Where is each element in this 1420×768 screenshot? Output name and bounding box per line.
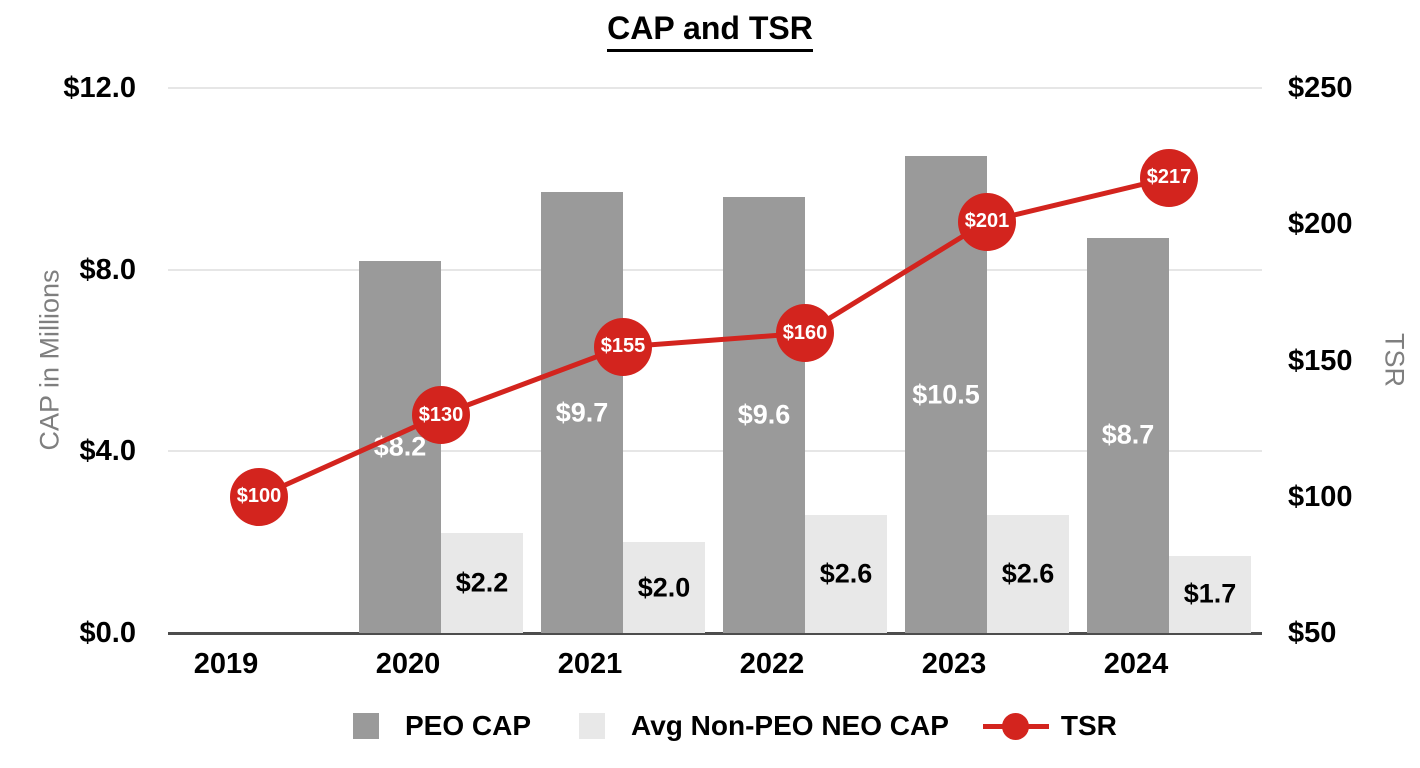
tsr-marker-value-label: $130 [418,403,464,426]
avg-neo-cap-swatch-icon [579,713,606,739]
legend-label-peo-cap: PEO CAP [405,710,532,741]
peo-cap-bar [1087,237,1169,633]
chart-title: CAP and TSR [607,10,813,52]
left-axis-title: CAP in Millions [34,269,65,451]
avg-neo-cap-bar [441,533,523,633]
avg-neo-cap-bar-value-label: $2.2 [455,567,509,598]
gridline [168,268,1262,271]
left-axis-tick-label: $8.0 [79,253,136,286]
peo-cap-bar-value-label: $9.7 [555,397,609,428]
avg-neo-cap-bar-value-label: $2.6 [1001,558,1055,589]
right-axis-tick-label: $150 [1288,344,1353,377]
legend-label-tsr: TSR [1060,710,1117,741]
peo-cap-bar [541,192,623,633]
legend-label-avg-neo-cap: Avg Non-PEO NEO CAP [631,710,949,741]
tsr-line [257,175,1170,500]
legend-item-tsr: TSR [982,710,1117,742]
x-axis-tick-label: 2019 [193,648,259,680]
x-axis-tick-label: 2021 [557,648,623,680]
peo-cap-bar [723,197,805,633]
right-axis-tick-label: $200 [1288,208,1353,241]
avg-neo-cap-bar [805,514,887,633]
tsr-marker-value-label: $201 [964,210,1010,233]
tsr-line-marker-icon [982,711,1049,741]
avg-neo-cap-bar-value-label: $1.7 [1183,578,1237,609]
legend-item-avg-neo-cap: Avg Non-PEO NEO CAP [579,710,949,742]
x-axis-tick-label: 2022 [739,648,805,680]
legend-item-peo-cap: PEO CAP [353,710,531,742]
tsr-marker-value-label: $100 [236,485,282,508]
tsr-marker: $155 [594,317,652,376]
left-axis-tick-label: $12.0 [63,72,136,104]
avg-neo-cap-bar [623,542,705,633]
tsr-marker: $130 [412,386,470,444]
peo-cap-bar-value-label: $10.5 [912,379,980,410]
tsr-marker: $100 [230,467,288,526]
x-axis-tick-label: 2020 [375,648,441,680]
gridline [168,450,1262,453]
gridline [168,87,1262,89]
tsr-marker: $160 [776,304,834,363]
tsr-marker-value-label: $155 [600,335,646,358]
peo-cap-swatch-icon [353,713,379,739]
right-axis-title: TSR [1379,333,1410,387]
tsr-marker-value-label: $160 [782,321,828,344]
avg-neo-cap-bar-value-label: $2.6 [819,558,873,589]
tsr-marker: $217 [1140,148,1198,207]
x-axis-tick-label: 2023 [921,648,987,680]
tsr-marker-value-label: $217 [1146,166,1192,189]
x-axis-line [168,631,1262,635]
chart-title-row: CAP and TSR [0,10,1420,52]
peo-cap-bar-value-label: $8.2 [373,431,427,462]
peo-cap-bar-value-label: $9.6 [737,399,791,430]
right-axis-tick-label: $50 [1288,617,1337,649]
right-axis-tick-label: $250 [1288,72,1353,104]
left-axis-tick-label: $0.0 [79,617,136,649]
tsr-polyline [257,175,1170,500]
right-axis-tick-label: $100 [1288,480,1353,513]
x-axis-tick-label: 2024 [1103,648,1169,680]
avg-neo-cap-bar [1169,555,1251,633]
legend: PEO CAP Avg Non-PEO NEO CAP TSR [353,710,1117,742]
tsr-marker: $201 [958,192,1016,251]
avg-neo-cap-bar-value-label: $2.0 [637,572,691,603]
avg-neo-cap-bar [987,514,1069,633]
left-axis-tick-label: $4.0 [79,435,136,468]
peo-cap-bar-value-label: $8.7 [1101,419,1155,450]
